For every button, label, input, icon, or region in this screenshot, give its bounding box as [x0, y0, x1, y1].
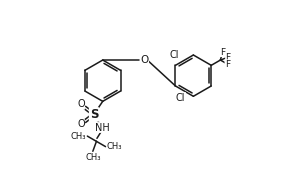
Text: O: O — [77, 99, 85, 109]
Text: Cl: Cl — [176, 93, 185, 103]
Text: O: O — [140, 55, 148, 65]
Text: CH₃: CH₃ — [107, 142, 122, 151]
Text: O: O — [77, 120, 85, 129]
Text: F: F — [225, 60, 230, 69]
Text: CH₃: CH₃ — [85, 153, 101, 162]
Text: CH₃: CH₃ — [71, 132, 86, 141]
Text: F: F — [225, 53, 230, 62]
Text: F: F — [220, 48, 225, 57]
Text: S: S — [90, 108, 98, 121]
Text: Cl: Cl — [169, 50, 179, 60]
Text: NH: NH — [95, 122, 110, 132]
